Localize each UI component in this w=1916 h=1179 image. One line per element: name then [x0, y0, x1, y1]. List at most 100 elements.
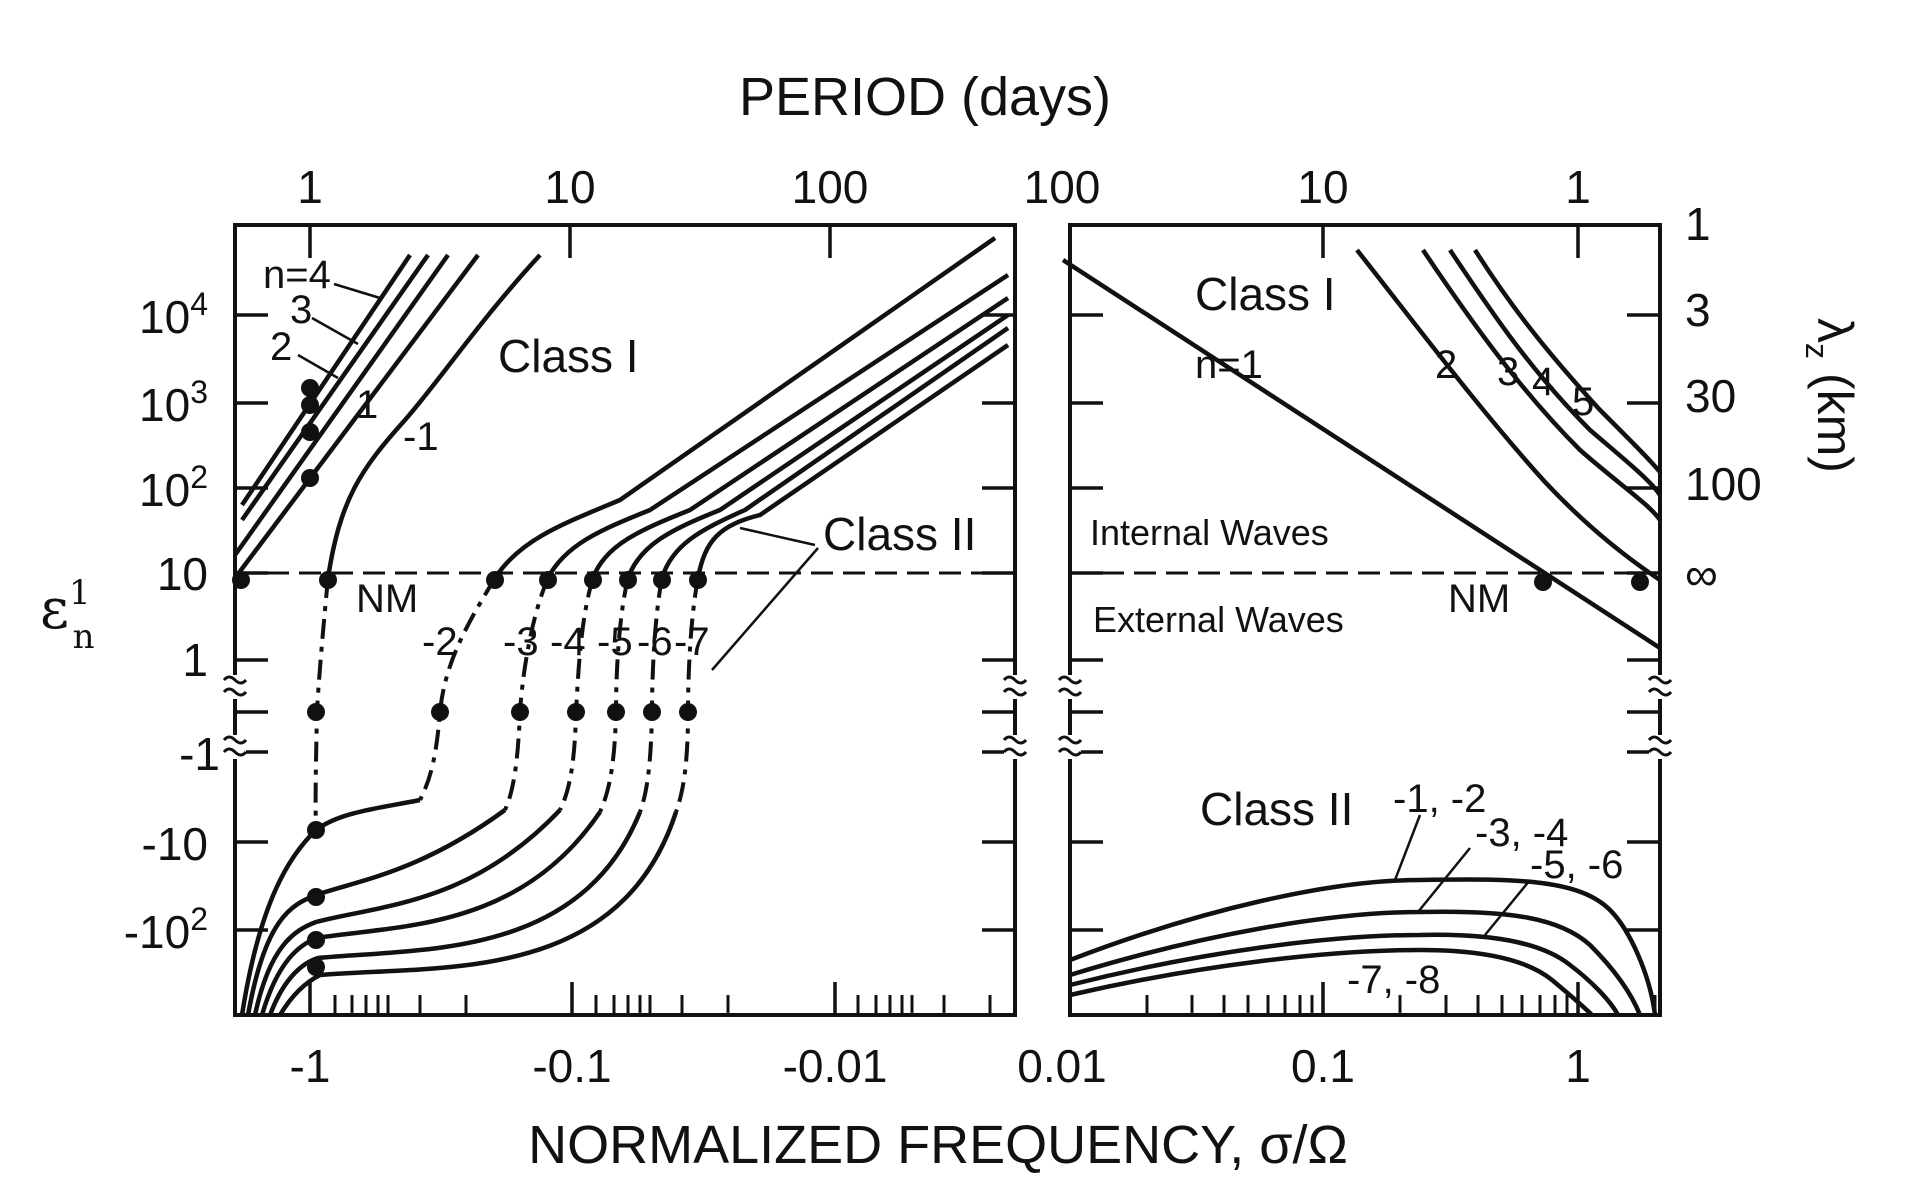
class2-label-right: Class II [1200, 783, 1353, 835]
y2-tick-label: 30 [1685, 370, 1736, 422]
y2-tick-label: 3 [1685, 284, 1711, 336]
marker [1631, 573, 1649, 591]
curve-n1-right [1061, 258, 1662, 650]
left-class2-lower-curves [239, 797, 679, 1017]
left-x-tick-label: -1 [290, 1040, 331, 1092]
curve-n3 [240, 253, 430, 522]
marker [307, 888, 325, 906]
left-markers [232, 379, 707, 976]
curve-m2-transition [418, 576, 497, 801]
right-plot-frame [1068, 223, 1662, 1017]
left-period-tick-label: 100 [792, 161, 869, 213]
marker [301, 469, 319, 487]
y-tick-label: 104 [139, 286, 208, 343]
curve-m5-transition [598, 577, 630, 813]
left-plot-frame [233, 223, 1017, 1017]
marker [539, 571, 557, 589]
right-class1-curves [1061, 248, 1662, 650]
left-minor-ticks [333, 995, 992, 1015]
curve-label: 5 [1572, 380, 1594, 424]
y2-tick-label: ∞ [1685, 548, 1718, 600]
marker [301, 379, 319, 397]
marker [301, 423, 319, 441]
curve-n5-right [1473, 248, 1662, 474]
marker [319, 571, 337, 589]
left-x-tick-label: -0.1 [532, 1040, 611, 1092]
curve-label: -7, -8 [1347, 958, 1440, 1002]
nm-label-left: NM [356, 577, 418, 621]
left-axis-break [222, 675, 1028, 759]
y-tick-label: -1 [179, 728, 220, 780]
left-period-tick-label: 10 [544, 161, 595, 213]
marker [643, 703, 661, 721]
curve-label: -1, -2 [1393, 777, 1486, 821]
left-leader-lines [297, 282, 819, 671]
marker [232, 571, 250, 589]
marker [1534, 573, 1552, 591]
marker [689, 571, 707, 589]
curve-n4 [240, 253, 412, 507]
curve-m4-lower [259, 810, 602, 1016]
marker [607, 703, 625, 721]
curve-label: -7 [674, 620, 710, 664]
marker [653, 571, 671, 589]
marker [584, 571, 602, 589]
class1-label-left: Class I [498, 330, 639, 382]
curve-m4-transition [558, 577, 595, 811]
curve-m6-lower [278, 811, 679, 1017]
left-period-tick-label: 1 [297, 161, 323, 213]
bottom-axis-title: NORMALIZED FREQUENCY, σ/Ω [528, 1115, 1348, 1175]
marker [486, 571, 504, 589]
right-x-tick-label: 1 [1565, 1040, 1591, 1092]
curve-n2-right [1355, 248, 1662, 582]
curve-label: -3, -4 [1475, 811, 1568, 855]
class2-label-left: Class II [823, 508, 976, 560]
curve-m3m4-right [1069, 909, 1643, 1016]
curve-n4-right [1448, 248, 1662, 497]
curve-label: -3 [503, 620, 539, 664]
right-class2-curves [1069, 877, 1658, 1017]
curve-m7-transition [674, 577, 700, 813]
marker [307, 931, 325, 949]
curve-label: 2 [1435, 343, 1457, 387]
y2-tick-label: 100 [1685, 458, 1762, 510]
y-tick-label: 103 [139, 374, 208, 431]
right-axis-break [1057, 675, 1673, 759]
right-panel: 100 10 1 0.01 0.1 1 1 3 30 100 ∞ λz(km) … [1017, 161, 1863, 1092]
y2-axis-title: λz(km) [1799, 318, 1863, 473]
curve-label: -5 [597, 620, 633, 664]
curve-label: n=1 [1195, 343, 1263, 387]
top-axis-title: PERIOD (days) [739, 67, 1111, 127]
curve-n3-right [1421, 248, 1662, 522]
right-x-tick-label: 0.01 [1017, 1040, 1107, 1092]
left-panel: 1 10 100 -1 -0.1 -0.01 104 103 102 10 1 … [40, 161, 1028, 1092]
marker [307, 821, 325, 839]
nm-label-right: NM [1448, 577, 1510, 621]
curve-m5m6-right [1069, 932, 1620, 1017]
y-tick-label: -102 [124, 901, 208, 958]
left-class2-upper-curves [493, 236, 1010, 580]
curve-label: 3 [290, 288, 312, 332]
marker [307, 958, 325, 976]
curve-label: 1 [356, 383, 378, 427]
curve-m4-upper [590, 296, 1010, 579]
curve-n1 [233, 253, 480, 580]
curve-m2-upper [493, 236, 997, 580]
curve-label: n=4 [263, 253, 331, 297]
marker [511, 703, 529, 721]
curve-label: -5, -6 [1530, 843, 1623, 887]
right-period-tick-label: 1 [1565, 161, 1591, 213]
right-x-tick-label: 0.1 [1291, 1040, 1355, 1092]
curve-m6-transition [638, 577, 664, 813]
curve-m3-lower [252, 808, 562, 1016]
marker [619, 571, 637, 589]
curve-label: -4 [550, 620, 586, 664]
y-axis-title: ε1 n [40, 573, 95, 657]
class1-label-right: Class I [1195, 268, 1336, 320]
curve-label: 4 [1532, 360, 1554, 404]
marker [431, 703, 449, 721]
curve-nm1-lower [239, 797, 421, 1016]
right-period-tick-label: 10 [1297, 161, 1348, 213]
curve-m1m2-right [1069, 877, 1658, 1016]
